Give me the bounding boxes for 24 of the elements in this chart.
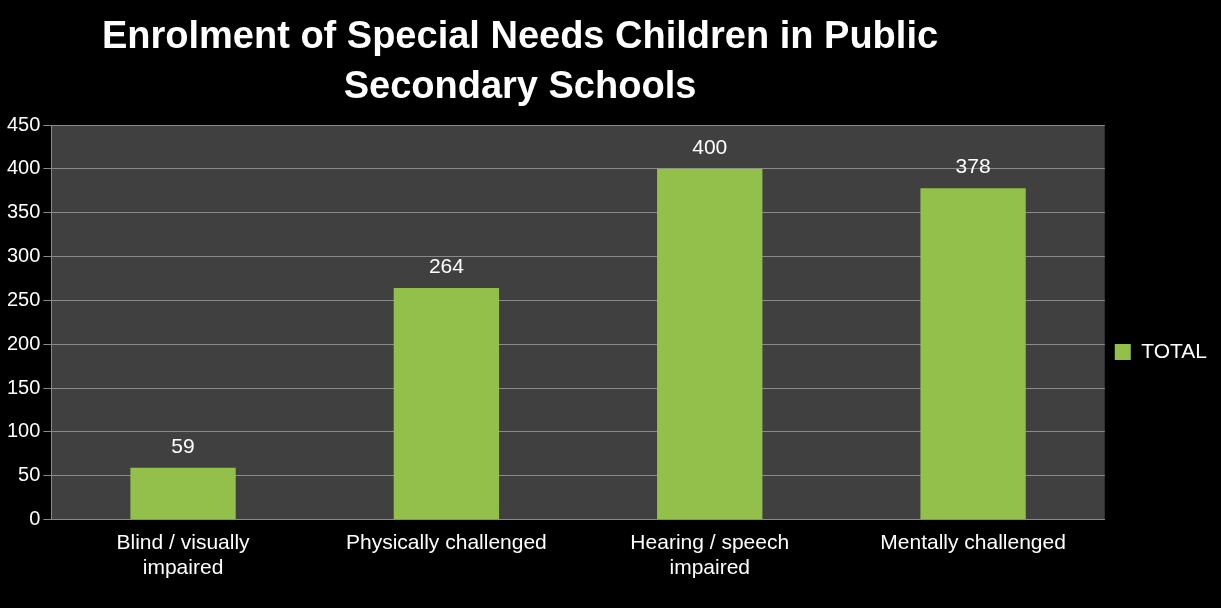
- y-tick-label: 350: [6, 200, 41, 223]
- x-tick-label: Mentally challenged: [880, 530, 1066, 553]
- bar: [130, 467, 236, 520]
- bar: [393, 288, 500, 520]
- y-tick-label: 200: [6, 331, 41, 354]
- data-label: 378: [955, 154, 991, 178]
- y-tick-label: 100: [6, 419, 41, 442]
- x-tick-label: Physically challenged: [345, 530, 547, 553]
- y-tick-label: 150: [6, 375, 41, 398]
- y-tick-label: 50: [18, 463, 41, 486]
- y-tick-label: 300: [6, 244, 41, 267]
- legend-label: TOTAL: [1141, 338, 1208, 362]
- data-label: 264: [428, 254, 465, 278]
- bar: [657, 168, 763, 520]
- y-tick-label: 250: [6, 287, 41, 310]
- data-label: 59: [171, 434, 195, 458]
- data-label: 400: [692, 135, 728, 159]
- x-tick-label: Hearing / speech impaired: [630, 530, 790, 579]
- y-tick-label: 400: [6, 156, 41, 179]
- y-tick-label: 450: [6, 112, 41, 135]
- y-tick-label: 0: [29, 507, 41, 530]
- bar: [920, 188, 1026, 520]
- chart-title: Enrolment of Special Needs Children in Public Secondary Schools: [100, 13, 940, 108]
- x-tick-label: Blind / visually impaired: [116, 530, 251, 579]
